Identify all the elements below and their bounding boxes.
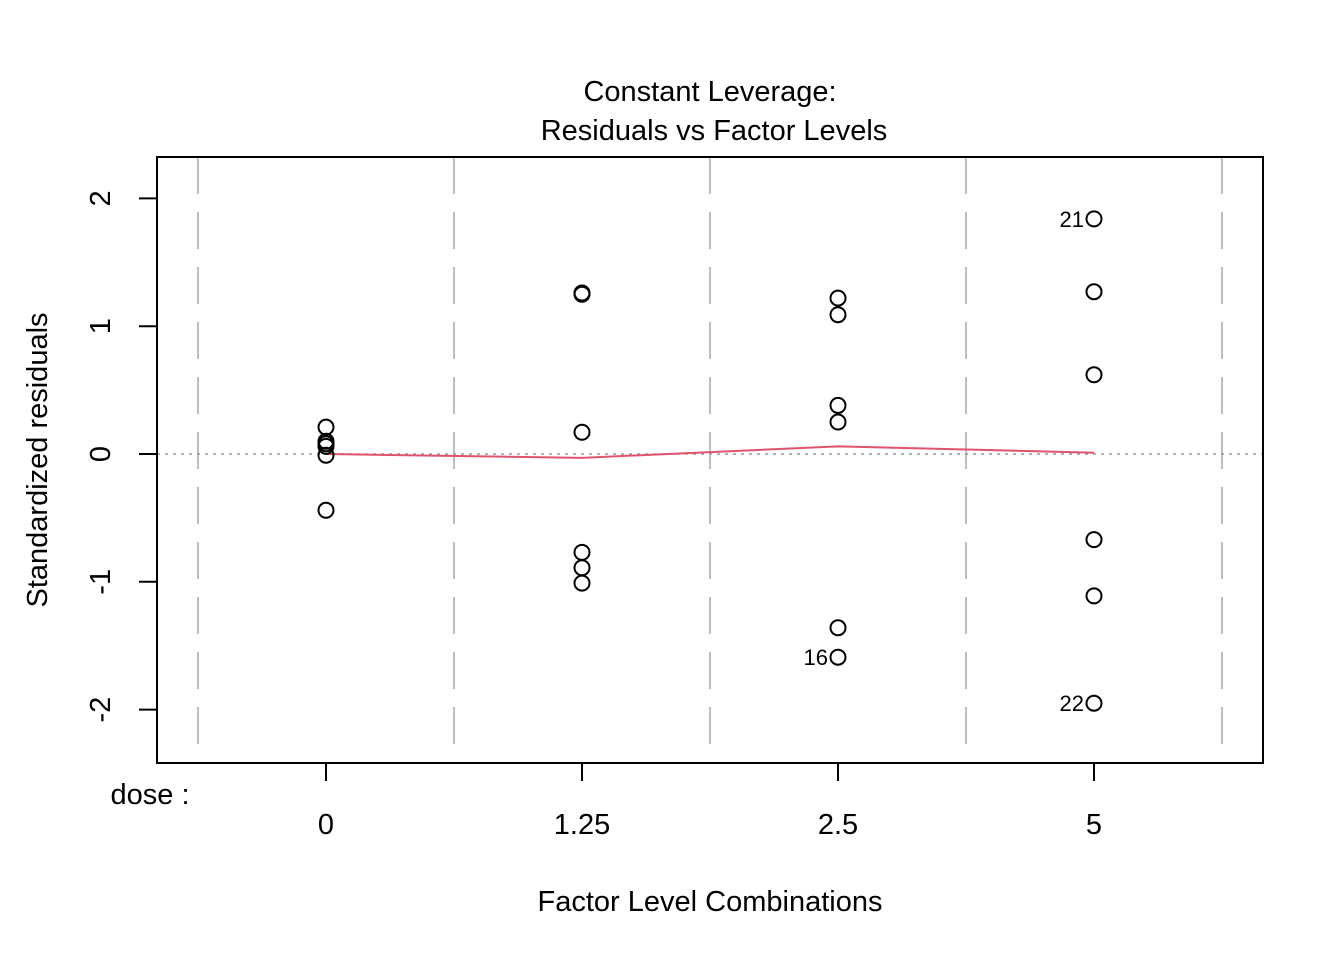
data-point (829, 396, 847, 414)
y-tick-label: -2 (85, 697, 117, 723)
data-point (1085, 531, 1103, 549)
residual-points (317, 210, 1103, 712)
data-point (317, 437, 335, 455)
x-tick-label: 5 (1086, 809, 1102, 841)
level-separators (197, 157, 1223, 763)
y-axis-label: Standardized residuals (22, 312, 54, 607)
data-point (829, 306, 847, 324)
y-tick-label: 2 (85, 190, 117, 206)
y-tick-label: 1 (85, 318, 117, 334)
data-point (573, 543, 591, 561)
chart-title: Constant Leverage: (583, 76, 836, 108)
x-tick-label: 2.5 (818, 809, 858, 841)
data-point (1085, 587, 1103, 605)
plot-frame (156, 156, 1264, 764)
smooth-line (325, 445, 1095, 459)
data-point (573, 423, 591, 441)
data-point (1085, 694, 1103, 712)
y-tick-label: 0 (85, 446, 117, 462)
point-label: 22 (1060, 691, 1084, 716)
data-point (573, 285, 591, 303)
data-point (829, 648, 847, 666)
point-label: 16 (804, 645, 828, 670)
data-point (573, 574, 591, 592)
chart-subtitle: Residuals vs Factor Levels (541, 115, 888, 147)
data-point (317, 446, 335, 464)
point-labels: 16 21 22 (804, 207, 1084, 716)
data-point (1085, 366, 1103, 384)
x-tick-label: 0 (318, 809, 334, 841)
data-point (317, 501, 335, 519)
data-point (573, 559, 591, 577)
y-tick-label: -1 (85, 569, 117, 595)
x-axis-label: Factor Level Combinations (538, 886, 883, 918)
data-point (829, 619, 847, 637)
data-point (829, 413, 847, 431)
x-axis: 0 1.25 2.5 5 (318, 763, 1102, 841)
data-point (1085, 283, 1103, 301)
data-point (317, 418, 335, 436)
factor-label: dose : (111, 779, 190, 811)
point-label: 21 (1060, 207, 1084, 232)
x-tick-label: 1.25 (554, 809, 610, 841)
y-axis: -2 -1 0 1 2 (85, 190, 158, 723)
data-point (1085, 210, 1103, 228)
data-point (829, 289, 847, 307)
